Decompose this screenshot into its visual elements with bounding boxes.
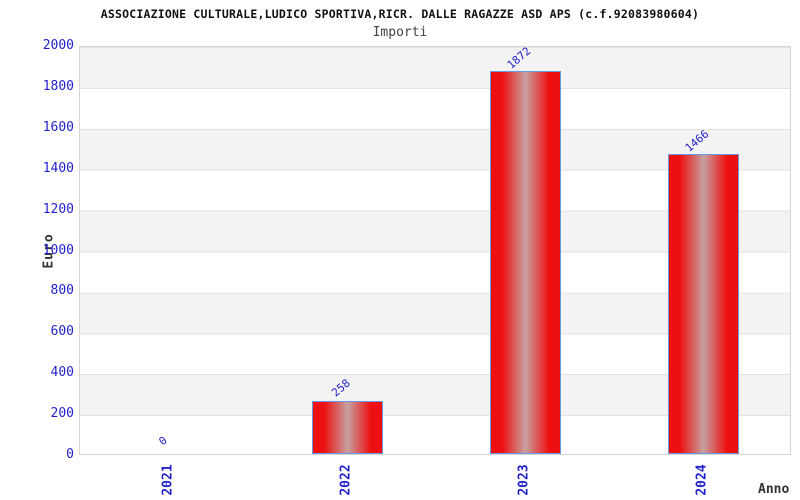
y-tick-label: 1800 xyxy=(42,78,74,94)
bar-2023 xyxy=(489,71,561,454)
x-tick-label: 2024 xyxy=(694,464,710,496)
y-tick-label: 1000 xyxy=(42,242,74,258)
plot-area xyxy=(79,46,791,455)
x-axis-label: Anno xyxy=(758,482,790,497)
y-tick-label: 200 xyxy=(50,406,74,422)
y-tick-label: 2000 xyxy=(42,38,74,53)
y-tick-label: 400 xyxy=(50,365,74,381)
x-tick-label: 2023 xyxy=(516,464,532,496)
y-tick-label: 1200 xyxy=(42,201,74,217)
x-tick-label: 2021 xyxy=(160,464,176,496)
bar-2024 xyxy=(667,154,739,454)
chart-title: ASSOCIAZIONE CULTURALE,LUDICO SPORTIVA,R… xyxy=(100,7,700,21)
chart-subtitle: Importi xyxy=(372,25,428,40)
bar-2022 xyxy=(311,401,383,454)
y-tick-label: 600 xyxy=(50,324,74,340)
y-tick-label: 1600 xyxy=(42,119,74,135)
y-tick-label: 0 xyxy=(66,447,74,462)
y-tick-label: 800 xyxy=(50,283,74,299)
y-tick-label: 1400 xyxy=(42,160,74,176)
x-tick-label: 2022 xyxy=(338,464,354,496)
